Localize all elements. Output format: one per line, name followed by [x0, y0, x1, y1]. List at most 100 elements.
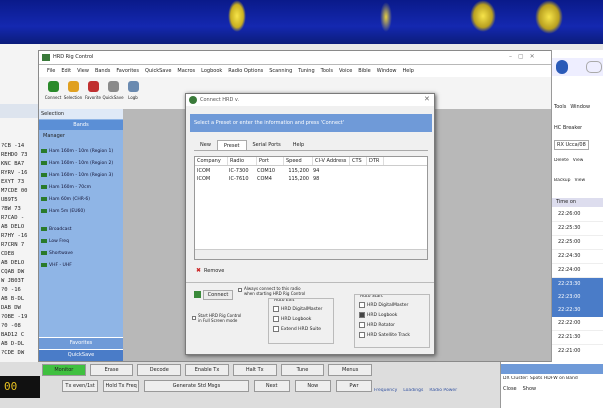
menu-item[interactable]: Bible — [358, 68, 371, 74]
control-button[interactable]: Halt Tx — [232, 364, 277, 376]
menu-item[interactable]: View — [77, 68, 89, 74]
column-header: Company — [195, 157, 228, 165]
tab[interactable]: New — [200, 142, 211, 148]
status-item[interactable]: Radio Power — [429, 388, 458, 393]
menu-item[interactable]: Help — [402, 68, 414, 74]
cluster-show[interactable]: Show — [522, 386, 537, 392]
status-item[interactable]: Loadings — [403, 388, 424, 393]
connect-button[interactable]: Connect — [203, 290, 233, 300]
option[interactable]: Extend HRD Suite — [273, 326, 321, 332]
option-label: HRD Logbook — [281, 316, 312, 322]
control-button[interactable]: Pwr — [335, 380, 372, 392]
menu-item[interactable]: Scanning — [269, 68, 293, 74]
toolbar-button[interactable]: Favorite — [83, 77, 103, 109]
log-line: RYRV -16 — [1, 170, 28, 176]
menu-item[interactable]: Bands — [94, 68, 111, 74]
time-row: 22:22:00 — [552, 317, 603, 331]
log-line: AB D-DL — [1, 341, 25, 347]
checkbox — [273, 306, 279, 312]
menu-item[interactable]: Macros — [177, 68, 196, 74]
column-header: Radio — [228, 157, 257, 165]
menu-item[interactable]: Window — [376, 68, 397, 74]
control-button[interactable]: Decode — [137, 364, 182, 376]
option[interactable]: HRD Rotator — [359, 322, 395, 328]
menu-item[interactable]: Edit — [61, 68, 72, 74]
band-item[interactable]: VHF - UHF — [41, 259, 123, 271]
menu-item[interactable]: Logbook — [201, 68, 223, 74]
sidebar-section[interactable]: Bands — [39, 120, 123, 130]
band-item[interactable]: Shortwave — [41, 247, 123, 259]
tab[interactable]: Preset — [216, 140, 247, 150]
sidebar-button[interactable]: Favorites — [39, 337, 123, 349]
band-item[interactable]: Ham 160m - 10m (Region 2) — [41, 157, 123, 169]
option[interactable]: HRD DigitalMaster — [273, 306, 322, 312]
toolbar-button[interactable]: Selection — [63, 77, 83, 109]
menu-item[interactable]: Radio Options — [228, 68, 264, 74]
right-button[interactable]: View — [574, 178, 586, 183]
table-row[interactable]: ICOM IC-7300 COM10 115,200 94 — [195, 167, 427, 175]
cluster-close[interactable]: Close — [503, 386, 517, 392]
log-line: ?BW 73 — [1, 206, 21, 212]
menu-item[interactable]: Tuning — [298, 68, 315, 74]
status-item[interactable]: Frequency — [374, 388, 398, 393]
right-tab[interactable]: RX Ucca/08 — [554, 140, 589, 150]
control-button[interactable]: Menus — [328, 364, 372, 376]
remove-button[interactable]: Remove — [204, 268, 225, 274]
checkbox — [359, 312, 365, 318]
checkbox — [359, 322, 365, 328]
control-button[interactable]: Now — [294, 380, 331, 392]
menu-item[interactable]: Tools — [320, 68, 333, 74]
option[interactable]: HRD DigitalMaster — [359, 302, 408, 308]
band-item[interactable]: Low Freq — [41, 235, 123, 247]
close-button[interactable]: ✕ — [424, 95, 430, 103]
toolbar-icon — [67, 81, 79, 92]
option[interactable]: HRD Logbook — [273, 316, 311, 322]
band-item[interactable]: Ham 160m - 10m (Region 3) — [41, 169, 123, 181]
right-button[interactable]: View — [572, 158, 584, 163]
toolbar-button[interactable]: Connect — [43, 77, 63, 109]
right-button[interactable]: Delete — [554, 158, 569, 163]
log-line: W JB03T — [1, 278, 25, 284]
tab[interactable]: Serial Ports — [252, 142, 281, 148]
toolbar-button[interactable]: QuickSave — [102, 77, 124, 109]
option[interactable]: HRD Logbook — [359, 312, 397, 318]
round-button[interactable] — [586, 61, 602, 73]
toolbar-button[interactable]: Logb — [123, 77, 143, 109]
band-item[interactable]: Ham 160m - 10m (Region 1) — [41, 145, 123, 157]
control-button[interactable]: Next — [253, 380, 290, 392]
band-item[interactable]: Ham 160m - 70cm — [41, 181, 123, 193]
table-cell — [347, 175, 363, 183]
option-label: HRD Satellite Track — [367, 332, 411, 338]
control-button[interactable]: Generate Std Msgs — [144, 380, 249, 392]
band-item[interactable]: Ham 5m (EU60) — [41, 205, 123, 217]
control-button[interactable]: Tune — [280, 364, 325, 376]
control-button[interactable]: Monitor — [42, 364, 86, 376]
option[interactable]: HRD Satellite Track — [359, 332, 410, 338]
control-button[interactable]: Tx even/1st — [62, 380, 99, 392]
sidebar-button[interactable]: QuickSave — [39, 349, 123, 361]
menu-item[interactable]: File — [47, 68, 56, 74]
right-button[interactable]: Backup — [554, 178, 571, 183]
control-button[interactable]: Erase — [89, 364, 134, 376]
h-scrollbar[interactable] — [195, 249, 427, 259]
table-cell: ICOM — [197, 168, 211, 174]
control-button[interactable]: Hold Tx Freq — [103, 380, 140, 392]
band-item[interactable]: Broadcast — [41, 223, 123, 235]
window-controls[interactable]: –▢✕ — [509, 53, 541, 60]
menu-item[interactable]: Tools — [554, 104, 567, 110]
tab[interactable]: Help — [292, 142, 305, 148]
toolbar-icon — [127, 81, 139, 92]
menu-item[interactable]: Window — [570, 104, 591, 110]
checkbox[interactable] — [192, 316, 196, 320]
log-line: ?OBE -19 — [1, 314, 28, 320]
band-item[interactable]: Ham 60m (CHR-6) — [41, 193, 123, 205]
checkbox[interactable] — [238, 288, 242, 292]
menu-item[interactable]: Voice — [338, 68, 353, 74]
table-row[interactable]: ICOM IC-7610 COM4 115,200 98 — [195, 175, 427, 183]
control-button[interactable]: Enable Tx — [185, 364, 229, 376]
menu-item[interactable]: QuickSave — [144, 68, 172, 74]
menu-item[interactable]: Favorites — [116, 68, 139, 74]
log-line: M7CDE 00 — [1, 188, 28, 194]
toolbar-label: Selection — [63, 95, 83, 100]
sidebar-manager[interactable]: Manager — [43, 133, 65, 139]
